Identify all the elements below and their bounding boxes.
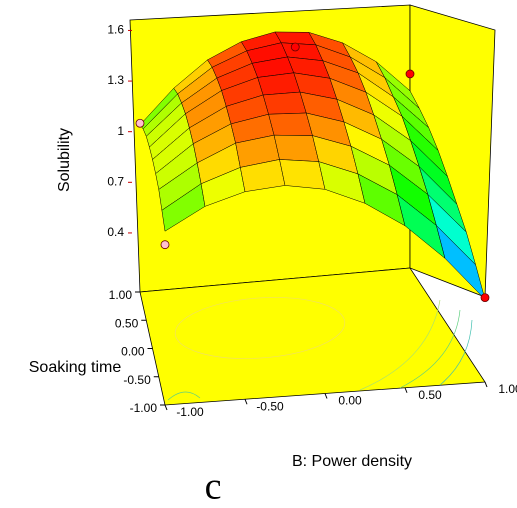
z-tick-label: 1.6 (107, 23, 124, 37)
contour (174, 297, 346, 359)
z-tick-label: 0.4 (107, 225, 124, 239)
floor-contours (167, 297, 473, 401)
x-tick (324, 393, 328, 399)
design-point (480, 293, 490, 303)
surface-cell (268, 112, 313, 136)
x-tick-label: -0.50 (256, 399, 284, 413)
surface-cell (273, 134, 320, 162)
x-tick-label: 0.00 (338, 394, 362, 408)
y-axis-label: Soaking time (29, 359, 122, 376)
z-axis-label: Solubility (56, 128, 73, 192)
surface-cell (262, 91, 307, 115)
x-tick (244, 399, 248, 405)
surface (139, 31, 486, 301)
x-axis-label: B: Power density (292, 453, 412, 470)
surface-cell (279, 159, 326, 190)
design-point (135, 118, 145, 128)
y-tick-label: 0.50 (115, 316, 139, 330)
contour (167, 391, 201, 401)
surface-cell (435, 224, 486, 301)
floor (139, 267, 486, 406)
z-tick-label: 1 (117, 124, 124, 138)
x-tick-label: 1.00 (498, 382, 517, 396)
contour (359, 299, 441, 391)
y-tick-label: -1.00 (130, 401, 158, 415)
x-tick-label: 0.50 (418, 388, 442, 402)
x-tick (484, 381, 488, 388)
panel-label: c (205, 466, 222, 508)
design-point (290, 42, 300, 52)
x-tick (404, 387, 408, 393)
contour (439, 319, 473, 386)
x-tick (164, 404, 168, 411)
design-point (160, 240, 170, 250)
x-tick-label: -1.00 (176, 405, 204, 419)
y-tick-label: 0.00 (121, 345, 145, 359)
z-tick-label: 0.7 (107, 174, 124, 188)
contour (399, 309, 461, 389)
y-tick-label: 1.00 (109, 288, 133, 302)
y-tick-label: -0.50 (123, 373, 151, 387)
z-tick-label: 1.3 (107, 73, 124, 87)
design-point (405, 69, 415, 79)
overlay: 0.4 0.7 1 1.3 1.6 -1.00 -0.50 0.00 0.50 1.00 -1.00… (107, 23, 517, 420)
